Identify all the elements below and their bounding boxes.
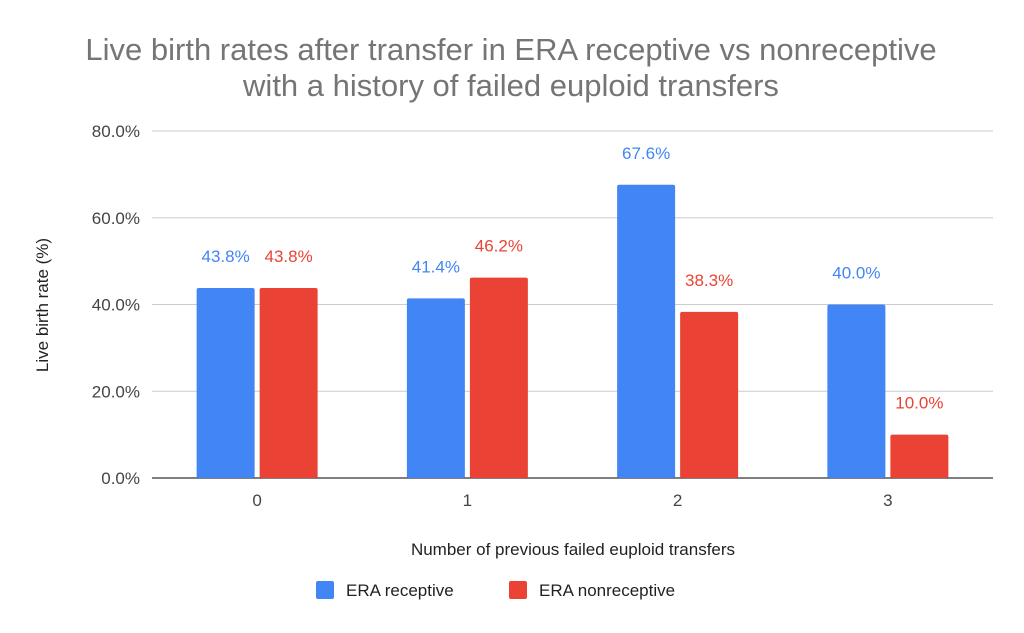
data-label: 10.0% [895,394,943,413]
bar-era-receptive-1 [406,298,465,478]
legend-label: ERA nonreceptive [539,581,675,600]
data-label: 43.8% [265,247,313,266]
legend-swatch [316,581,334,599]
bar-era-receptive-3 [827,304,886,478]
x-tick-label: 2 [673,491,682,510]
y-tick-label: 60.0% [92,209,140,228]
y-axis-title: Live birth rate (%) [33,238,52,372]
bar-era-nonreceptive-1 [469,277,528,478]
chart-title-line-2: with a history of failed euploid transfe… [242,68,779,103]
x-tick-label: 0 [252,491,261,510]
bar-era-nonreceptive-2 [680,311,739,478]
data-labels: 43.8% 43.8% 41.4% 46.2% 67.6% 38.3% 40.0% 10.0% [202,144,944,413]
x-axis-ticks: 0 1 2 3 [252,491,892,510]
data-label: 46.2% [475,237,523,256]
x-tick-label: 1 [463,491,472,510]
data-label: 43.8% [202,247,250,266]
y-tick-label: 40.0% [92,296,140,315]
legend-swatch [509,581,527,599]
y-tick-label: 80.0% [92,122,140,141]
chart-title-line-1: Live birth rates after transfer in ERA r… [85,32,936,67]
data-label: 67.6% [622,144,670,163]
y-axis-ticks: 0.0% 20.0% 40.0% 60.0% 80.0% [92,122,140,488]
x-axis-title: Number of previous failed euploid transf… [411,540,735,559]
y-tick-label: 20.0% [92,382,140,401]
x-tick-label: 3 [883,491,892,510]
legend: ERA receptive ERA nonreceptive [316,581,675,600]
data-label: 41.4% [412,257,460,276]
bar-era-nonreceptive-3 [890,434,949,478]
bars [196,184,949,478]
bar-era-receptive-2 [617,184,676,478]
y-tick-label: 0.0% [101,469,140,488]
legend-label: ERA receptive [346,581,454,600]
data-label: 38.3% [685,271,733,290]
data-label: 40.0% [832,264,880,283]
bar-era-receptive-0 [196,288,255,478]
bar-era-nonreceptive-0 [259,288,318,478]
